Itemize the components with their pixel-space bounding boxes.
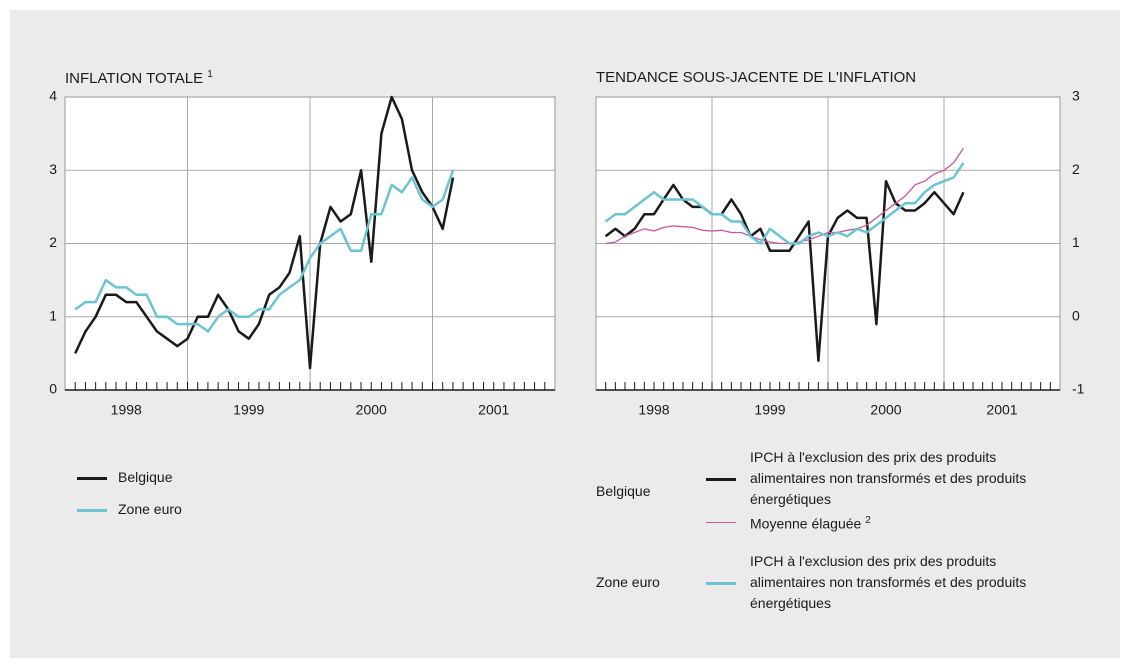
chart-title: TENDANCE SOUS-JACENTE DE L'INFLATION — [596, 69, 916, 86]
legend-label: Belgique — [118, 467, 318, 488]
legend-group-label: Zone euro — [596, 574, 660, 590]
y-tick-label: -1 — [1072, 381, 1085, 397]
legend-note: 2 — [865, 515, 871, 526]
legend-text: Belgique — [118, 469, 173, 485]
series-line — [605, 147, 964, 245]
chart-title-text: INFLATION TOTALE — [65, 70, 204, 87]
legend-swatch — [77, 476, 107, 480]
x-tick-label: 2000 — [870, 402, 901, 418]
title-note: 1 — [207, 69, 213, 80]
legend-label: Zone euro — [118, 499, 318, 520]
x-tick-label: 1998 — [638, 402, 669, 418]
legend-text: IPCH à l'exclusion des prix des produits… — [750, 553, 1027, 611]
y-tick-label: 0 — [49, 381, 57, 397]
legend-text: Moyenne élaguée — [750, 515, 862, 532]
legend-group-label: Belgique — [596, 482, 651, 499]
x-tick-label: 1998 — [111, 402, 142, 418]
series-line — [74, 169, 455, 333]
series-line — [604, 179, 965, 362]
legend-label: IPCH à l'exclusion des prix des produits… — [750, 551, 1060, 614]
legend-label: Moyenne élaguée 2 — [750, 510, 1060, 535]
legend-text: Zone euro — [118, 501, 182, 517]
legend-swatch — [706, 477, 736, 481]
y-tick-label: 3 — [1072, 88, 1080, 104]
y-tick-label: 4 — [49, 88, 57, 104]
y-tick-label: 2 — [1072, 161, 1080, 177]
x-tick-label: 1999 — [233, 402, 264, 418]
legend-swatch — [77, 508, 107, 512]
chart-title-text: TENDANCE SOUS-JACENTE DE L'INFLATION — [596, 69, 917, 86]
series-line — [604, 162, 965, 245]
chart-title: INFLATION TOTALE 1 — [65, 69, 213, 87]
y-tick-label: 1 — [49, 307, 57, 323]
y-tick-label: 2 — [49, 234, 57, 250]
legend-swatch — [706, 521, 736, 523]
y-tick-label: 1 — [1072, 234, 1080, 250]
legend-label: IPCH à l'exclusion des prix des produits… — [750, 447, 1060, 510]
x-tick-label: 1999 — [754, 402, 785, 418]
legend-swatch — [706, 581, 736, 585]
legend-text: IPCH à l'exclusion des prix des produits… — [750, 449, 1027, 507]
y-tick-label: 3 — [49, 161, 57, 177]
x-tick-label: 2001 — [986, 402, 1017, 418]
x-tick-label: 2000 — [356, 402, 387, 418]
x-tick-label: 2001 — [478, 402, 509, 418]
y-tick-label: 0 — [1072, 307, 1080, 323]
